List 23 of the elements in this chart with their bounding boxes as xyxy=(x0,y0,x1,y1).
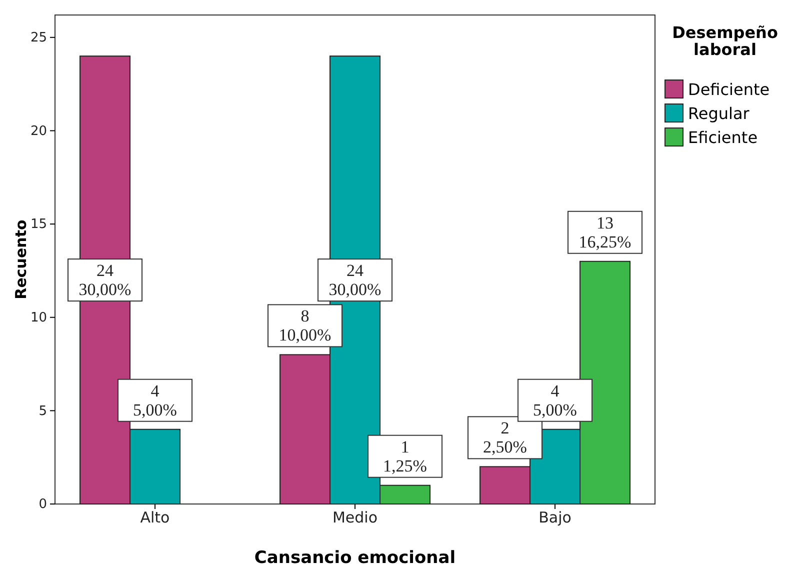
data-label: 13 16,25% xyxy=(578,213,632,252)
data-label: 1 1,25% xyxy=(383,437,427,476)
x-tick-label: Bajo xyxy=(538,508,572,527)
data-label: 24 30,00% xyxy=(328,261,382,300)
y-tick-label: 10 xyxy=(30,310,47,326)
y-tick-label: 15 xyxy=(30,217,47,232)
x-tick-label: Alto xyxy=(140,508,170,527)
legend-label: Eficiente xyxy=(688,128,758,147)
legend-label: Deficiente xyxy=(688,80,770,99)
x-tick-label: Medio xyxy=(332,508,378,527)
legend-label: Regular xyxy=(688,104,750,123)
y-tick-label: 0 xyxy=(38,497,47,512)
y-tick-label: 25 xyxy=(30,30,47,46)
data-label: 4 5,00% xyxy=(133,381,177,420)
y-axis-title: Recuento xyxy=(12,220,30,300)
x-axis-title: Cansancio emocional xyxy=(254,548,456,568)
y-tick-label: 5 xyxy=(38,404,47,419)
y-tick-label: 20 xyxy=(30,124,47,139)
data-label: 4 5,00% xyxy=(533,381,577,420)
data-label: 24 30,00% xyxy=(78,261,132,300)
data-label: 8 10,00% xyxy=(278,306,332,345)
legend-title: Desempeño laboral xyxy=(672,23,778,59)
data-label: 2 2,50% xyxy=(483,418,527,457)
